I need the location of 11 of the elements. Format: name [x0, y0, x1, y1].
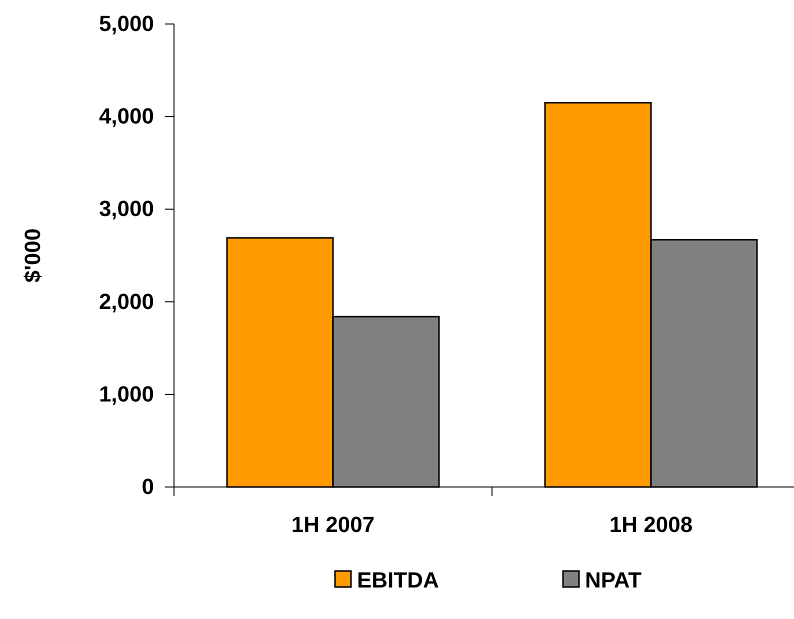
legend-label: EBITDA: [357, 568, 439, 593]
y-tick-label: 3,000: [98, 196, 154, 222]
y-tick-label: 0: [142, 474, 154, 500]
x-tick-label: 1H 2007: [291, 512, 375, 537]
x-tick-label: 1H 2008: [609, 512, 693, 537]
y-tick-label: 1,000: [98, 381, 154, 406]
y-tick-label: 4,000: [98, 104, 154, 129]
y-tick-label: 5,000: [98, 11, 154, 36]
y-axis-title: $'000: [20, 228, 45, 283]
y-tick-label: 2,000: [98, 288, 154, 314]
legend-label: NPAT: [585, 568, 642, 593]
